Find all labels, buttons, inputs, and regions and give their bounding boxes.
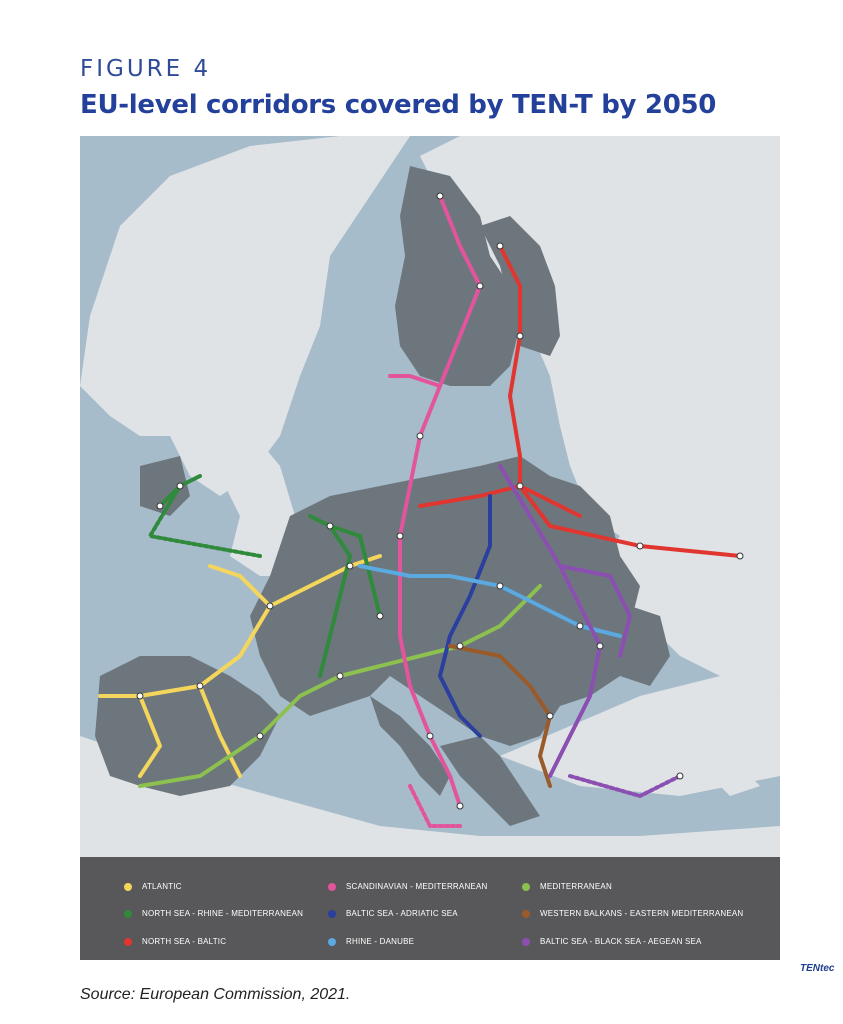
baltic-black-aegean-corridor (498, 464, 632, 778)
baltic-adriatic-corridor (438, 494, 492, 738)
source-note: Source: European Commission, 2021. (80, 986, 351, 1003)
legend-label: BALTIC SEA - ADRIATIC SEA (346, 909, 458, 918)
legend-dot-baltic-black-aegean (522, 937, 530, 946)
eu-land (95, 166, 670, 826)
north-sea-baltic-corridor (418, 244, 742, 558)
legend-dot-rhine-danube (328, 937, 336, 946)
legend-dot-atlantic (124, 882, 132, 891)
tentec-logo: TENtec (800, 963, 835, 974)
legend-label: MEDITERRANEAN (540, 882, 612, 891)
legend-item-western-balkans: WESTERN BALKANS - EASTERN MEDITERRANEAN (522, 909, 743, 918)
legend-dot-western-balkans (522, 909, 530, 918)
mediterranean-corridor (138, 584, 542, 788)
map-legend: ATLANTIC SCANDINAVIAN - MEDITERRANEAN ME… (80, 857, 780, 960)
legend-label: RHINE - DANUBE (346, 937, 415, 946)
legend-label: ATLANTIC (142, 882, 182, 891)
figure-label: FIGURE 4 (80, 56, 212, 82)
western-balkans-eastern-mediterranean-corridor (448, 644, 552, 788)
legend-item-rhine-danube: RHINE - DANUBE (328, 937, 414, 946)
legend-label: WESTERN BALKANS - EASTERN MEDITERRANEAN (540, 909, 744, 918)
legend-dot-north-sea-baltic (124, 937, 132, 946)
atlantic-corridor (98, 554, 382, 778)
legend-label: NORTH SEA - BALTIC (142, 937, 227, 946)
legend-item-mediterranean: MEDITERRANEAN (522, 882, 612, 891)
legend-dot-mediterranean (522, 882, 530, 891)
legend-dot-north-sea-rhine-mediterranean (124, 909, 132, 918)
legend-item-north-sea-baltic: NORTH SEA - BALTIC (124, 937, 226, 946)
legend-label: BALTIC SEA - BLACK SEA - AEGEAN SEA (540, 937, 702, 946)
figure-title: EU-level corridors covered by TEN-T by 2… (80, 90, 717, 120)
legend-dot-baltic-adriatic (328, 909, 336, 918)
legend-dot-scandinavian-mediterranean (328, 882, 336, 891)
legend-item-north-sea-rhine-mediterranean: NORTH SEA - RHINE - MEDITERRANEAN (124, 909, 303, 918)
legend-item-scandinavian-mediterranean: SCANDINAVIAN - MEDITERRANEAN (328, 882, 487, 891)
legend-label: NORTH SEA - RHINE - MEDITERRANEAN (142, 909, 304, 918)
legend-item-baltic-adriatic: BALTIC SEA - ADRIATIC SEA (328, 909, 458, 918)
legend-item-atlantic: ATLANTIC (124, 882, 182, 891)
scandinavian-mediterranean-corridor (388, 194, 482, 808)
legend-label: SCANDINAVIAN - MEDITERRANEAN (346, 882, 488, 891)
legend-item-baltic-black-aegean: BALTIC SEA - BLACK SEA - AEGEAN SEA (522, 937, 702, 946)
corridor-map: TENtec (80, 136, 834, 974)
